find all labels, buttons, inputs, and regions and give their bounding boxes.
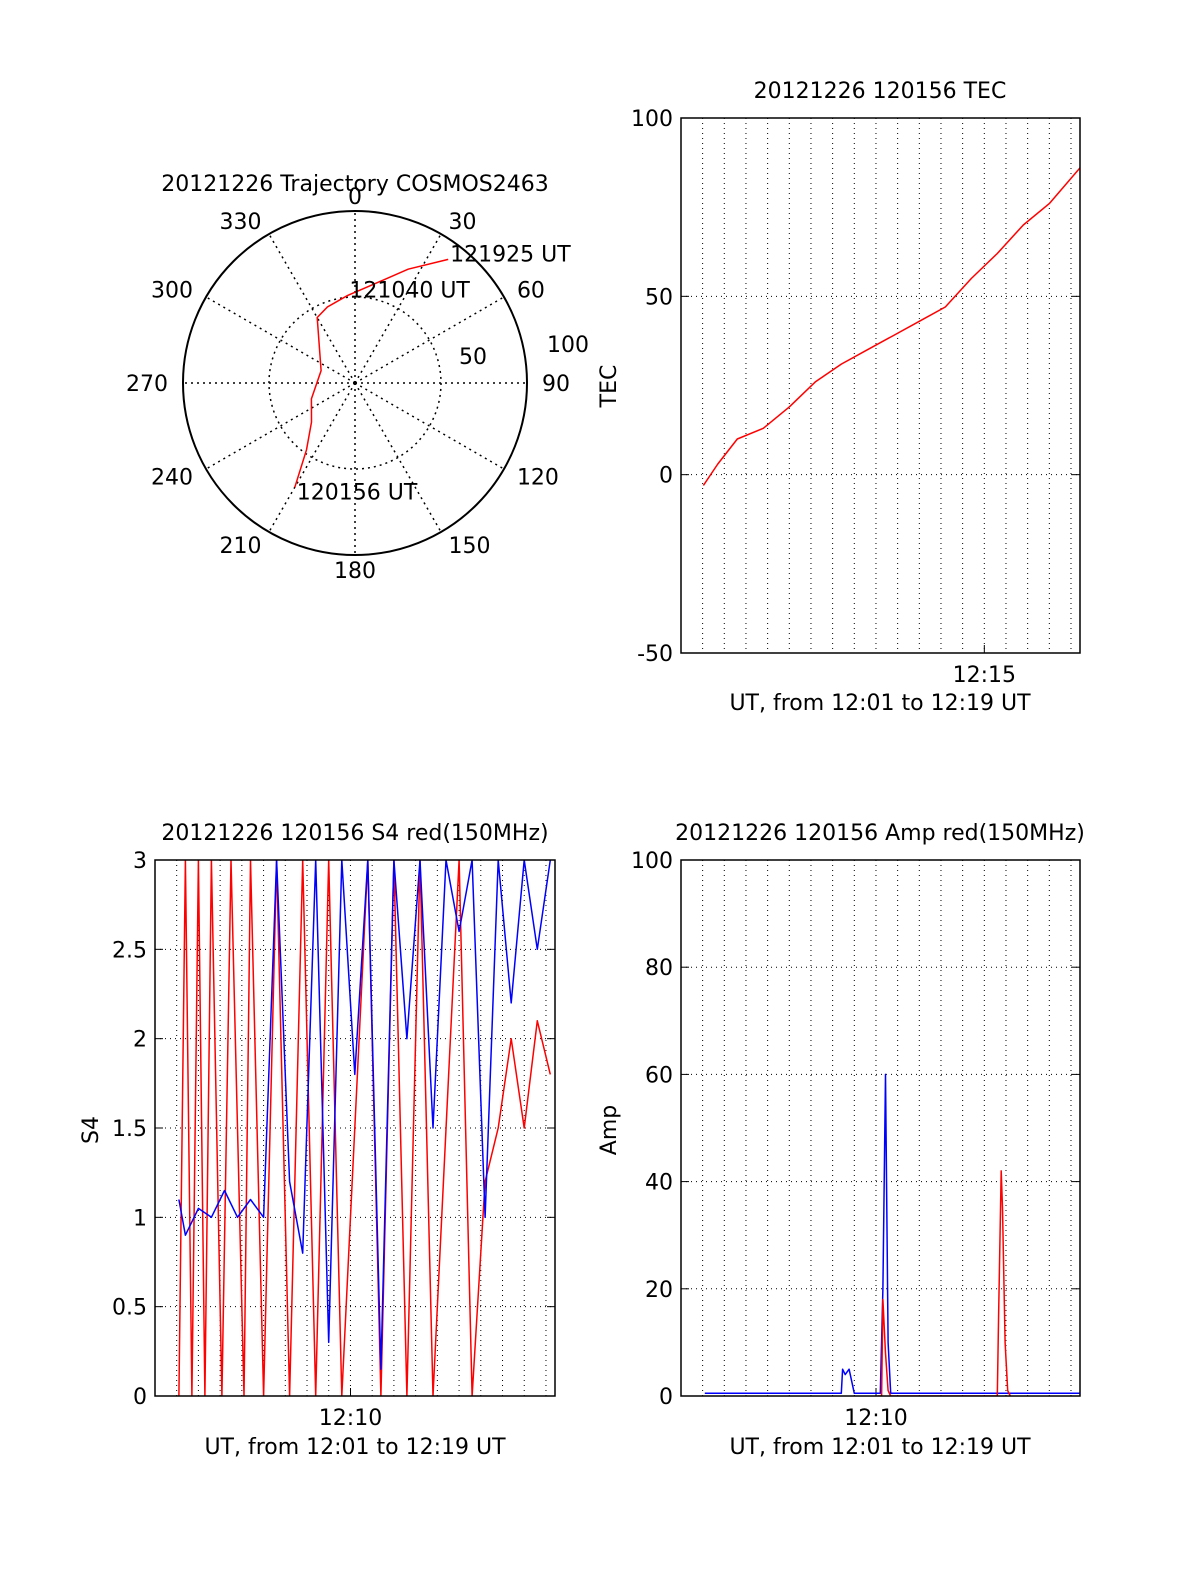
s4-ytick-label: 3 [133, 849, 147, 874]
polar-azimuth-label-120: 120 [517, 466, 559, 491]
s4-series-group [178, 860, 552, 1396]
polar-azimuth-label-300: 300 [151, 279, 193, 304]
polar-radial-tick-50: 50 [459, 345, 487, 370]
polar-spoke-150 [354, 382, 442, 533]
tec-plot-frame [680, 117, 1081, 654]
polar-azimuth-label-30: 30 [449, 210, 477, 235]
tec-title: 20121226 120156 TEC [754, 79, 1007, 104]
amp-xtick-label: 12:10 [844, 1406, 907, 1431]
tec-ylabel: TEC [597, 365, 622, 409]
polar-spoke-60 [354, 296, 505, 384]
tec-ytick-label: -50 [637, 642, 673, 667]
amp-plot-frame [680, 859, 1081, 1397]
polar-azimuth-label-330: 330 [220, 210, 262, 235]
polar-spoke-210 [268, 382, 356, 533]
polar-azimuth-label-150: 150 [449, 534, 491, 559]
s4-ytick-label: 1.5 [112, 1117, 147, 1142]
amp-ytick-label: 40 [645, 1171, 673, 1196]
polar-track-label-7: 121040 UT [349, 279, 470, 304]
trajectory-polar-chart: 20121226 Trajectory COSMOS2463 030609012… [126, 172, 589, 584]
amp-ytick-label: 60 [645, 1063, 673, 1088]
s4-ytick-label: 1 [133, 1206, 147, 1231]
tec-ytick-label: 50 [645, 285, 673, 310]
polar-azimuth-label-210: 210 [220, 534, 262, 559]
polar-radial-tick-100: 100 [547, 333, 589, 358]
amp-xlabel: UT, from 12:01 to 12:19 UT [729, 1435, 1031, 1460]
polar-azimuth-label-180: 180 [334, 559, 376, 584]
tec-ytick-label: 0 [659, 464, 673, 489]
amp-ytick-label: 100 [631, 849, 673, 874]
s4-chart: 20121226 120156 S4 red(150MHz) S4 UT, fr… [79, 821, 556, 1460]
polar-track-line [294, 258, 449, 488]
polar-spoke-330 [268, 233, 356, 384]
polar-track-label-10: 121925 UT [450, 242, 571, 267]
s4-plot-frame [154, 859, 556, 1397]
s4-title: 20121226 120156 S4 red(150MHz) [161, 821, 548, 846]
tec-xtick-label: 12:15 [953, 663, 1016, 688]
s4-series-red [178, 860, 552, 1396]
polar-spoke-240 [205, 382, 356, 470]
amp-ytick-label: 0 [659, 1385, 673, 1410]
polar-azimuth-label-0: 0 [348, 185, 362, 210]
tec-series-red [702, 167, 1080, 486]
s4-series-blue [178, 860, 552, 1370]
tec-series-group [702, 167, 1080, 486]
amp-chart: 20121226 120156 Amp red(150MHz) Amp UT, … [597, 821, 1085, 1460]
polar-azimuth-label-240: 240 [151, 466, 193, 491]
polar-grid [182, 210, 528, 556]
amp-ylabel: Amp [597, 1105, 622, 1155]
s4-ytick-label: 2.5 [112, 938, 147, 963]
polar-azimuth-label-60: 60 [517, 279, 545, 304]
amp-series-red [877, 1170, 1011, 1396]
polar-azimuth-label-90: 90 [542, 372, 570, 397]
polar-spoke-30 [354, 233, 442, 384]
amp-series-blue [704, 1073, 1080, 1395]
polar-outer-circle [182, 210, 528, 556]
polar-spoke-300 [205, 296, 356, 384]
s4-ytick-label: 0 [133, 1385, 147, 1410]
tec-ytick-label: 100 [631, 107, 673, 132]
s4-ytick-label: 2 [133, 1028, 147, 1053]
polar-spoke-120 [354, 382, 505, 470]
s4-xlabel: UT, from 12:01 to 12:19 UT [204, 1435, 506, 1460]
s4-ytick-label: 0.5 [112, 1296, 147, 1321]
amp-ytick-label: 80 [645, 956, 673, 981]
amp-ytick-label: 20 [645, 1278, 673, 1303]
tec-chart: 20121226 120156 TEC TEC UT, from 12:01 t… [597, 79, 1081, 716]
s4-ylabel: S4 [79, 1116, 104, 1144]
amp-series-group [704, 1073, 1080, 1396]
polar-azimuth-labels: 0 30 60 90 120 150 180 210 240 270 300 330 [126, 185, 570, 584]
polar-azimuth-label-270: 270 [126, 372, 168, 397]
polar-track: 120156 UT 121040 UT 121925 UT [294, 242, 571, 505]
polar-track-label-0: 120156 UT [297, 480, 418, 505]
amp-title: 20121226 120156 Amp red(150MHz) [675, 821, 1085, 846]
tec-xlabel: UT, from 12:01 to 12:19 UT [729, 691, 1031, 716]
polar-title: 20121226 Trajectory COSMOS2463 [161, 172, 548, 197]
s4-xtick-label: 12:10 [319, 1406, 382, 1431]
